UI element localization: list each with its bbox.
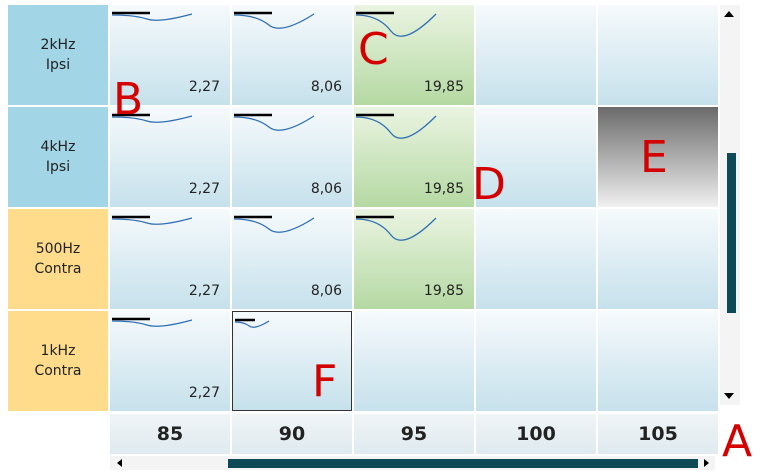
- cell-value: 2,27: [188, 283, 220, 299]
- cell-value: 8,06: [310, 181, 342, 197]
- annotation: C: [358, 24, 389, 75]
- annotation: D: [472, 159, 506, 210]
- annotation: F: [312, 356, 338, 407]
- column-label: 90: [232, 414, 352, 454]
- cell-value: 2,27: [188, 79, 220, 95]
- grid-cell: [476, 209, 596, 309]
- grid-cell: 2,27: [110, 107, 230, 207]
- grid-cell: 19,85: [354, 5, 474, 105]
- row-header: 2kHz Ipsi: [8, 5, 108, 105]
- scroll-down[interactable]: [724, 393, 734, 399]
- waveform: [355, 113, 437, 139]
- annotation: E: [640, 132, 668, 183]
- grid-cell: [476, 311, 596, 411]
- grid-cell: 8,06: [232, 5, 352, 105]
- grid-cell: [598, 5, 718, 105]
- annotation: B: [113, 74, 144, 125]
- row-header: 4kHz Ipsi: [8, 107, 108, 207]
- cell-value: 19,85: [423, 79, 464, 95]
- annotation: A: [722, 416, 753, 467]
- grid-cell: 19,85: [354, 107, 474, 207]
- grid-cell: 19,85: [354, 209, 474, 309]
- cell-value: 19,85: [423, 181, 464, 197]
- waveform: [233, 11, 315, 29]
- column-label: 105: [598, 414, 718, 454]
- cell-value: 2,27: [188, 385, 220, 401]
- row-label: Ipsi: [45, 159, 71, 175]
- waveform: [111, 113, 193, 123]
- scroll-thumb[interactable]: [727, 153, 736, 313]
- waveform: [111, 215, 193, 225]
- scroll-right[interactable]: [704, 459, 709, 467]
- grid-cell: [598, 107, 718, 207]
- column-label: 85: [110, 414, 230, 454]
- row-label: Ipsi: [45, 57, 71, 73]
- row-label: 1kHz: [40, 343, 76, 359]
- cell-value: 2,27: [188, 181, 220, 197]
- grid-cell: [598, 209, 718, 309]
- waveform: [111, 317, 193, 327]
- grid-cell: 2,27: [110, 5, 230, 105]
- grid-cell: [232, 311, 352, 411]
- cell-value: 19,85: [423, 283, 464, 299]
- grid-cell: 2,27: [110, 209, 230, 309]
- grid-cell: 8,06: [232, 209, 352, 309]
- grid-cell: [354, 311, 474, 411]
- vertical-scrollbar[interactable]: [720, 5, 740, 405]
- grid-cell: 2,27: [110, 311, 230, 411]
- column-label: 100: [476, 414, 596, 454]
- grid-cell: [598, 311, 718, 411]
- column-label: 95: [354, 414, 474, 454]
- grid-cell: [476, 5, 596, 105]
- grid-cell: [476, 107, 596, 207]
- row-label: 4kHz: [40, 139, 76, 155]
- row-header: 1kHz Contra: [8, 311, 108, 411]
- waveform: [355, 11, 437, 37]
- row-label: Contra: [34, 363, 82, 379]
- scroll-left[interactable]: [117, 459, 122, 467]
- cell-value: 8,06: [310, 283, 342, 299]
- row-label: 500Hz: [35, 241, 81, 257]
- waveform: [233, 215, 315, 233]
- row-header: 500Hz Contra: [8, 209, 108, 309]
- row-label: Contra: [34, 261, 82, 277]
- waveform: [355, 215, 437, 241]
- waveform: [233, 113, 315, 131]
- grid-cell: 8,06: [232, 107, 352, 207]
- horizontal-scrollbar[interactable]: [110, 456, 715, 470]
- waveform: [111, 11, 193, 21]
- scroll-thumb[interactable]: [228, 459, 698, 468]
- row-label: 2kHz: [40, 37, 76, 53]
- waveform: [234, 318, 270, 328]
- cell-value: 8,06: [310, 79, 342, 95]
- scroll-up[interactable]: [724, 11, 734, 17]
